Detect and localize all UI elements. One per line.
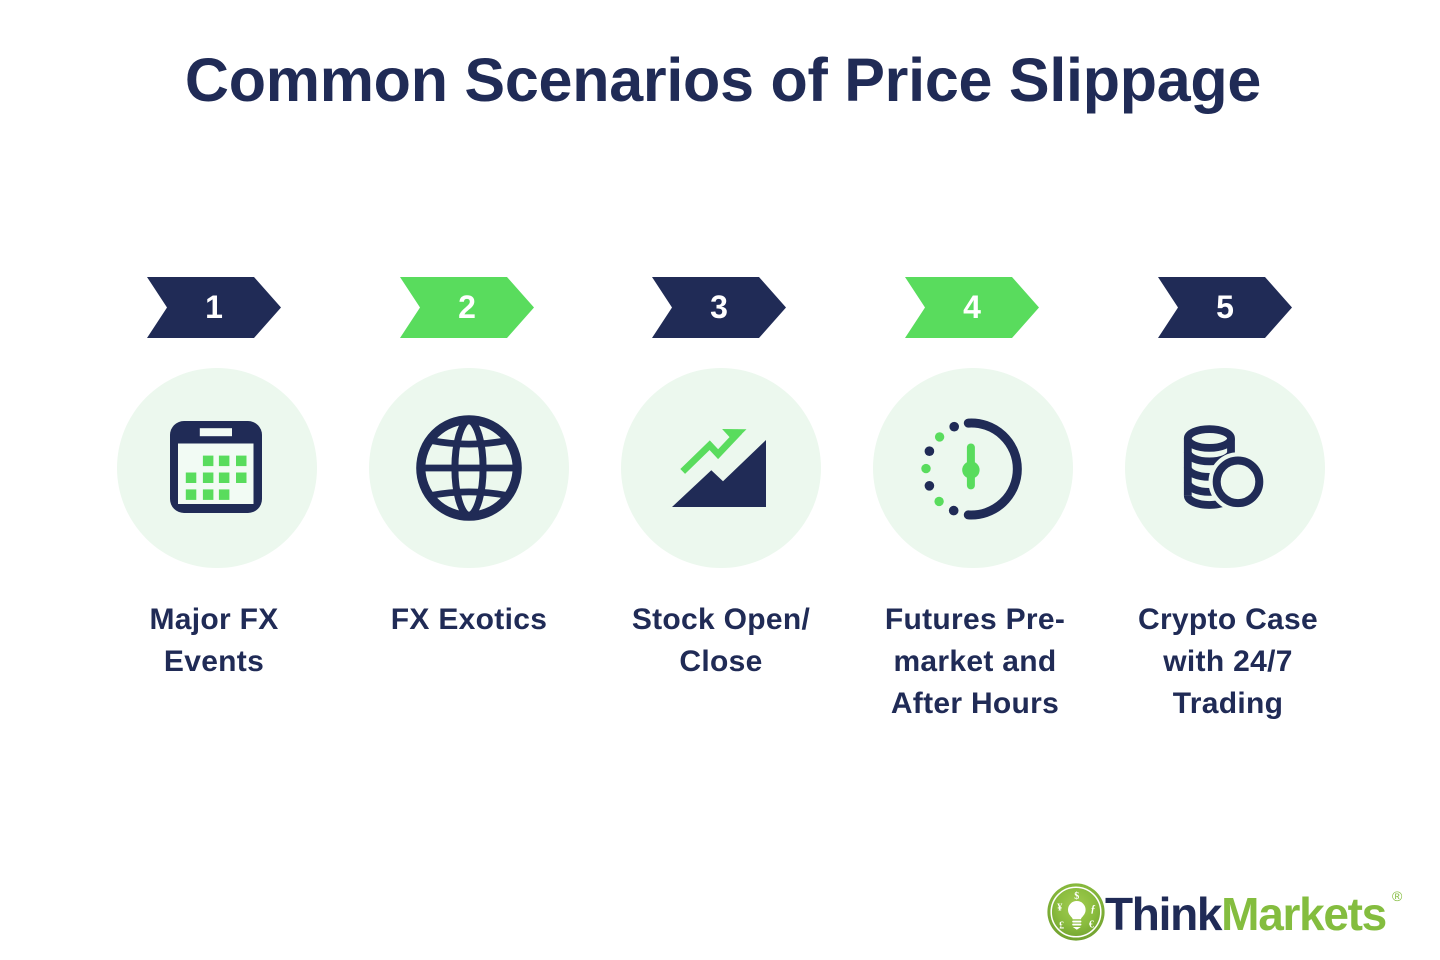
svg-text:£: £ xyxy=(1059,921,1064,932)
svg-text:€: € xyxy=(1089,920,1094,931)
svg-text:$: $ xyxy=(1074,891,1079,902)
svg-text:ƒ: ƒ xyxy=(1091,904,1096,915)
svg-text:¥: ¥ xyxy=(1057,903,1062,914)
